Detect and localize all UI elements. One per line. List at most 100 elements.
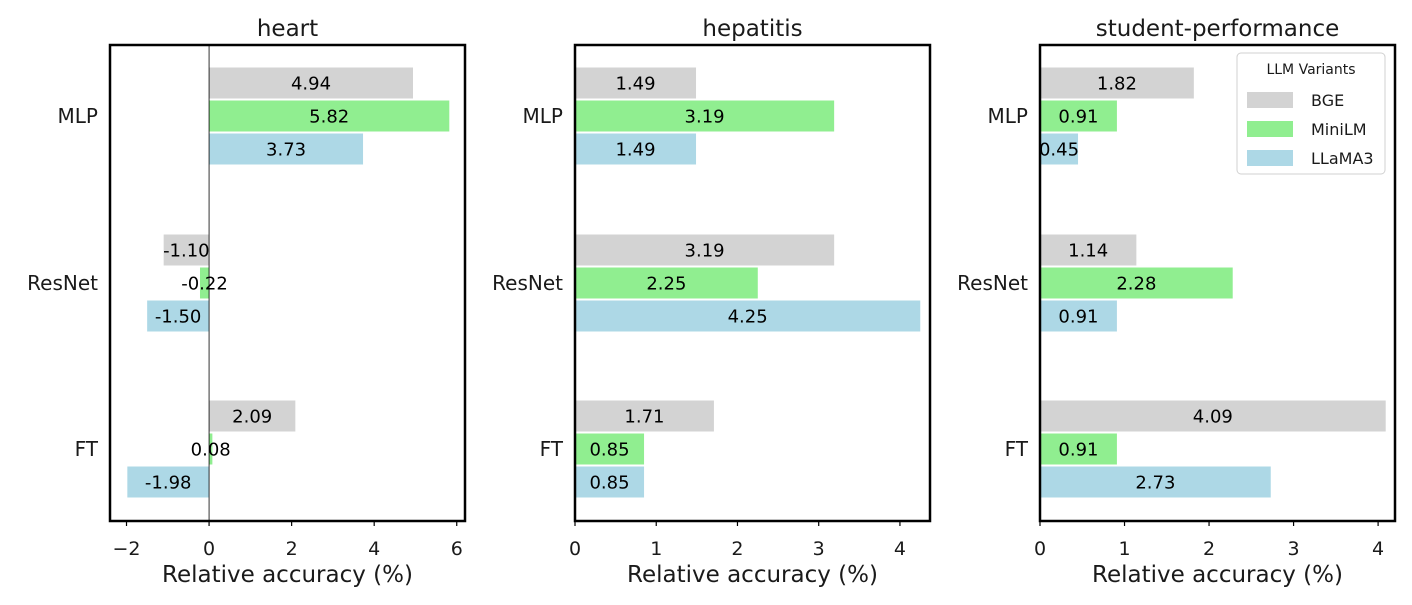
- bar-bge-resnet: [575, 234, 835, 266]
- category-label-ft: FT: [540, 437, 564, 461]
- bar-minilm-ft: [209, 433, 213, 465]
- data-label: 0.85: [589, 473, 629, 494]
- bar-minilm-resnet: [1040, 267, 1233, 299]
- data-label: 1.14: [1068, 241, 1108, 262]
- x-tick-label: 4: [1372, 538, 1384, 560]
- data-label: 2.73: [1135, 473, 1175, 494]
- x-tick-label: 0: [569, 538, 581, 560]
- data-label: 0.91: [1058, 440, 1098, 461]
- category-label-ft: FT: [1005, 437, 1029, 461]
- data-label: 0.91: [1058, 307, 1098, 328]
- bar-minilm-mlp: [1040, 100, 1117, 132]
- bar-minilm-resnet: [575, 267, 758, 299]
- data-label: 1.71: [624, 407, 664, 428]
- axes-frame: [573, 43, 932, 523]
- legend-title: LLM Variants: [1266, 62, 1355, 78]
- x-tick-label: 0: [203, 538, 215, 560]
- legend-box: [1236, 52, 1386, 175]
- data-label: 1.82: [1097, 74, 1137, 95]
- bar-llama3-ft: [1040, 466, 1271, 498]
- axes-frame: [108, 43, 467, 523]
- x-tick-label: 0: [1034, 538, 1046, 560]
- x-axis-label: Relative accuracy (%): [627, 562, 878, 588]
- x-tick-label: 3: [813, 538, 825, 560]
- bar-llama3-resnet: [147, 300, 210, 332]
- x-axis-label: Relative accuracy (%): [162, 562, 413, 588]
- data-label: 5.82: [309, 107, 349, 128]
- bar-minilm-mlp: [575, 100, 835, 132]
- x-tick-label: 2: [731, 538, 743, 560]
- bar-minilm-mlp: [209, 100, 450, 132]
- bar-bge-ft: [209, 400, 296, 432]
- data-label: 3.73: [266, 140, 306, 161]
- bar-bge-mlp: [575, 67, 697, 99]
- bar-minilm-ft: [575, 433, 645, 465]
- x-axis-label: Relative accuracy (%): [1092, 562, 1343, 588]
- category-label-ft: FT: [75, 437, 99, 461]
- bar-bge-mlp: [209, 67, 413, 99]
- data-label: 2.09: [232, 407, 272, 428]
- chart-title: heart: [257, 16, 318, 42]
- data-label: -1.50: [155, 307, 202, 328]
- data-label: 1.49: [615, 74, 655, 95]
- bar-llama3-mlp: [209, 133, 364, 165]
- category-label-mlp: MLP: [58, 104, 98, 128]
- data-label: 0.08: [191, 440, 231, 461]
- data-label: 4.94: [291, 74, 331, 95]
- x-tick-label: 4: [894, 538, 906, 560]
- x-tick-label: 4: [368, 538, 380, 560]
- legend-swatch-minilm: [1247, 121, 1293, 137]
- data-label: 3.19: [685, 107, 725, 128]
- x-tick-label: 2: [286, 538, 298, 560]
- category-label-resnet: ResNet: [27, 271, 98, 295]
- legend-label-minilm: MiniLM: [1311, 120, 1367, 139]
- bar-minilm-ft: [1040, 433, 1117, 465]
- bar-llama3-resnet: [575, 300, 921, 332]
- bar-bge-resnet: [1040, 234, 1137, 266]
- bar-llama3-ft: [127, 466, 210, 498]
- bar-bge-resnet: [163, 234, 210, 266]
- data-label: 0.45: [1039, 140, 1079, 161]
- category-label-mlp: MLP: [523, 104, 563, 128]
- bar-llama3-resnet: [1040, 300, 1117, 332]
- bar-bge-ft: [575, 400, 714, 432]
- bar-llama3-mlp: [575, 133, 697, 165]
- legend-label-bge: BGE: [1311, 91, 1344, 110]
- data-label: -1.98: [145, 473, 192, 494]
- x-tick-label: −2: [113, 538, 141, 560]
- data-label: 1.49: [615, 140, 655, 161]
- chart-title: hepatitis: [702, 16, 802, 42]
- category-label-resnet: ResNet: [492, 271, 563, 295]
- legend-label-llama3: LLaMA3: [1311, 149, 1374, 168]
- chart-panel-hepatitis: 1.49 3.19 1.71 3.19 2.25 0.85 1.49 4.25 0.85 hepa…: [492, 16, 932, 588]
- data-label: 0.91: [1058, 107, 1098, 128]
- category-label-resnet: ResNet: [957, 271, 1028, 295]
- data-label: -0.22: [181, 274, 228, 295]
- axes-frame: [1038, 43, 1397, 523]
- bar-minilm-resnet: [199, 267, 210, 299]
- x-tick-label: 1: [650, 538, 662, 560]
- data-label: 4.25: [728, 307, 768, 328]
- x-tick-label: 6: [451, 538, 463, 560]
- bar-bge-ft: [1040, 400, 1386, 432]
- chart-panel-heart: 4.94 -1.10 2.09 5.82 -0.22 0.08 3.73 -1.50 -1.98…: [27, 16, 467, 588]
- data-label: -1.10: [163, 241, 210, 262]
- legend: LLM Variants BGE MiniLM LLaMA3: [1236, 52, 1386, 175]
- x-tick-label: 3: [1288, 538, 1300, 560]
- bar-llama3-ft: [575, 466, 645, 498]
- chart-title: student-performance: [1096, 16, 1340, 42]
- bar-bge-mlp: [1040, 67, 1194, 99]
- legend-swatch-bge: [1247, 92, 1293, 108]
- data-label: 2.25: [646, 274, 686, 295]
- data-label: 0.85: [589, 440, 629, 461]
- chart-panels: 4.94 -1.10 2.09 5.82 -0.22 0.08 3.73 -1.50 -1.98…: [27, 16, 1397, 588]
- x-tick-label: 2: [1203, 538, 1215, 560]
- bar-llama3-mlp: [1040, 133, 1079, 165]
- x-tick-label: 1: [1118, 538, 1130, 560]
- legend-swatch-llama3: [1247, 150, 1293, 166]
- data-label: 2.28: [1116, 274, 1156, 295]
- data-label: 4.09: [1193, 407, 1233, 428]
- chart-panel-student-performance: 1.82 1.14 4.09 0.91 2.28 0.91 0.45 0.91 2.73 stud…: [957, 16, 1397, 588]
- data-label: 3.19: [685, 241, 725, 262]
